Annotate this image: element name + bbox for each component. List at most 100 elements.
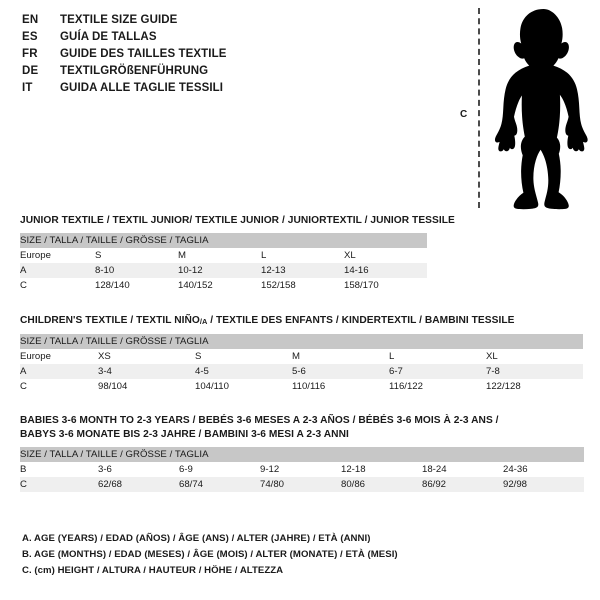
table-cell: 10-12 (178, 263, 261, 278)
table-cell: XS (98, 348, 195, 364)
table-cell: 140/152 (178, 278, 261, 293)
row-label: Europe (20, 348, 98, 364)
size-band-header-label: SIZE / TALLA / TAILLE / GRÖSSE / TAGLIA (20, 447, 585, 462)
table-cell: S (95, 248, 178, 263)
table-cell: 122/128 (486, 378, 584, 394)
row-label: C (20, 477, 98, 492)
table-cell: 74/80 (260, 477, 341, 492)
section-title-text: CHILDREN'S TEXTILE / TEXTIL NIÑO (20, 315, 200, 326)
dashed-height-line-icon (478, 8, 480, 208)
language-code: EN (22, 14, 39, 26)
size-table-holder: SIZE / TALLA / TAILLE / GRÖSSE / TAGLIA B… (20, 447, 585, 492)
language-title: TEXTILGRÖßENFÜHRUNG (60, 65, 209, 77)
table-cell: 62/68 (98, 477, 179, 492)
section-title-junior: JUNIOR TEXTILE / TEXTIL JUNIOR/ TEXTILE … (20, 214, 455, 228)
section-junior-textile: JUNIOR TEXTILE / TEXTIL JUNIOR/ TEXTILE … (20, 214, 455, 293)
table-cell: 24-36 (503, 462, 585, 477)
table-cell: M (292, 348, 389, 364)
row-label: Europe (20, 248, 95, 263)
size-band-header-row: SIZE / TALLA / TAILLE / GRÖSSE / TAGLIA (20, 233, 428, 248)
table-row: A 3-4 4-5 5-6 6-7 7-8 (20, 363, 584, 379)
table-cell: 116/122 (389, 378, 486, 394)
section-children-textile: CHILDREN'S TEXTILE / TEXTIL NIÑO/A / TEX… (20, 314, 584, 394)
table-row: C 62/68 68/74 74/80 80/86 86/92 92/98 (20, 477, 585, 492)
language-code: ES (22, 31, 38, 43)
table-cell: XL (486, 348, 584, 364)
table-cell: 4-5 (195, 363, 292, 379)
table-cell: 86/92 (422, 477, 503, 492)
language-code: FR (22, 48, 38, 60)
table-cell: 6-9 (179, 462, 260, 477)
legend-row: A. AGE (YEARS) / EDAD (AÑOS) / ÂGE (ANS)… (22, 533, 371, 544)
table-row: Europe S M L XL (20, 248, 428, 263)
section-title-text: JUNIOR TEXTILE / TEXTIL JUNIOR/ TEXTILE … (20, 215, 455, 226)
language-row: EN TEXTILE SIZE GUIDE (22, 14, 422, 31)
table-cell: L (261, 248, 344, 263)
table-row: Europe XS S M L XL (20, 348, 584, 364)
table-cell: 5-6 (292, 363, 389, 379)
language-row: FR GUIDE DES TAILLES TEXTILE (22, 48, 422, 65)
table-cell: L (389, 348, 486, 364)
language-header-block: EN TEXTILE SIZE GUIDE ES GUÍA DE TALLAS FR GU… (22, 14, 422, 99)
size-band-header-label: SIZE / TALLA / TAILLE / GRÖSSE / TAGLIA (20, 233, 428, 248)
legend-row: B. AGE (MONTHS) / EDAD (MESES) / ÂGE (MO… (22, 549, 398, 560)
size-table-babies: SIZE / TALLA / TAILLE / GRÖSSE / TAGLIA B… (20, 447, 585, 492)
section-title-subscript: /A (199, 316, 208, 326)
size-table-junior: SIZE / TALLA / TAILLE / GRÖSSE / TAGLIA E… (20, 233, 428, 293)
table-cell: XL (344, 248, 428, 263)
table-cell: 128/140 (95, 278, 178, 293)
table-cell: 3-6 (98, 462, 179, 477)
size-band-header-label: SIZE / TALLA / TAILLE / GRÖSSE / TAGLIA (20, 333, 584, 349)
table-cell: 7-8 (486, 363, 584, 379)
row-label: C (20, 378, 98, 394)
size-table-children: SIZE / TALLA / TAILLE / GRÖSSE / TAGLIA E… (20, 333, 584, 394)
table-cell: 12-18 (341, 462, 422, 477)
language-code: DE (22, 65, 39, 77)
size-band-header-row: SIZE / TALLA / TAILLE / GRÖSSE / TAGLIA (20, 447, 585, 462)
language-row: DE TEXTILGRÖßENFÜHRUNG (22, 65, 422, 82)
table-cell: 158/170 (344, 278, 428, 293)
language-row: ES GUÍA DE TALLAS (22, 31, 422, 48)
section-title-line2: BABYS 3-6 MONATE BIS 2-3 JAHRE / BAMBINI… (20, 429, 349, 440)
height-measure-label: C (460, 109, 468, 120)
size-table-holder: SIZE / TALLA / TAILLE / GRÖSSE / TAGLIA E… (20, 333, 584, 394)
table-cell: 104/110 (195, 378, 292, 394)
table-cell: 98/104 (98, 378, 195, 394)
section-title-babies: BABIES 3-6 MONTH TO 2-3 YEARS / BEBÉS 3-… (20, 414, 584, 442)
size-table-holder: SIZE / TALLA / TAILLE / GRÖSSE / TAGLIA E… (20, 233, 455, 293)
table-cell: 92/98 (503, 477, 585, 492)
table-cell: 68/74 (179, 477, 260, 492)
section-title-children: CHILDREN'S TEXTILE / TEXTIL NIÑO/A / TEX… (20, 314, 583, 329)
row-label: A (20, 363, 98, 379)
section-title-tail: / TEXTILE DES ENFANTS / KINDERTEXTIL / B… (207, 315, 515, 326)
table-cell: 8-10 (95, 263, 178, 278)
table-cell: S (195, 348, 292, 364)
table-row: B 3-6 6-9 9-12 12-18 18-24 24-36 (20, 462, 585, 477)
table-cell: 18-24 (422, 462, 503, 477)
table-cell: 9-12 (260, 462, 341, 477)
row-label: B (20, 462, 98, 477)
table-cell: M (178, 248, 261, 263)
language-title: GUÍA DE TALLAS (60, 31, 157, 43)
table-cell: 12-13 (261, 263, 344, 278)
table-cell: 152/158 (261, 278, 344, 293)
section-title-text: BABIES 3-6 MONTH TO 2-3 YEARS / BEBÉS 3-… (20, 415, 499, 426)
toddler-measurement-illustration: C (455, 4, 595, 214)
table-cell: 110/116 (292, 378, 389, 394)
table-row: C 128/140 140/152 152/158 158/170 (20, 278, 428, 293)
size-band-header-row: SIZE / TALLA / TAILLE / GRÖSSE / TAGLIA (20, 333, 584, 349)
section-babies-textile: BABIES 3-6 MONTH TO 2-3 YEARS / BEBÉS 3-… (20, 414, 585, 492)
language-title: TEXTILE SIZE GUIDE (60, 14, 178, 26)
table-cell: 80/86 (341, 477, 422, 492)
row-label: C (20, 278, 95, 293)
language-row: IT GUIDA ALLE TAGLIE TESSILI (22, 82, 422, 99)
measurement-legend: A. AGE (YEARS) / EDAD (AÑOS) / ÂGE (ANS)… (22, 531, 502, 579)
toddler-silhouette-icon (494, 9, 588, 210)
language-title: GUIDA ALLE TAGLIE TESSILI (60, 82, 224, 94)
language-title: GUIDE DES TAILLES TEXTILE (60, 48, 227, 60)
row-label: A (20, 263, 95, 278)
language-code: IT (22, 82, 33, 94)
table-cell: 14-16 (344, 263, 428, 278)
legend-row: C. (cm) HEIGHT / ALTURA / HAUTEUR / HÖHE… (22, 565, 284, 576)
table-cell: 6-7 (389, 363, 486, 379)
